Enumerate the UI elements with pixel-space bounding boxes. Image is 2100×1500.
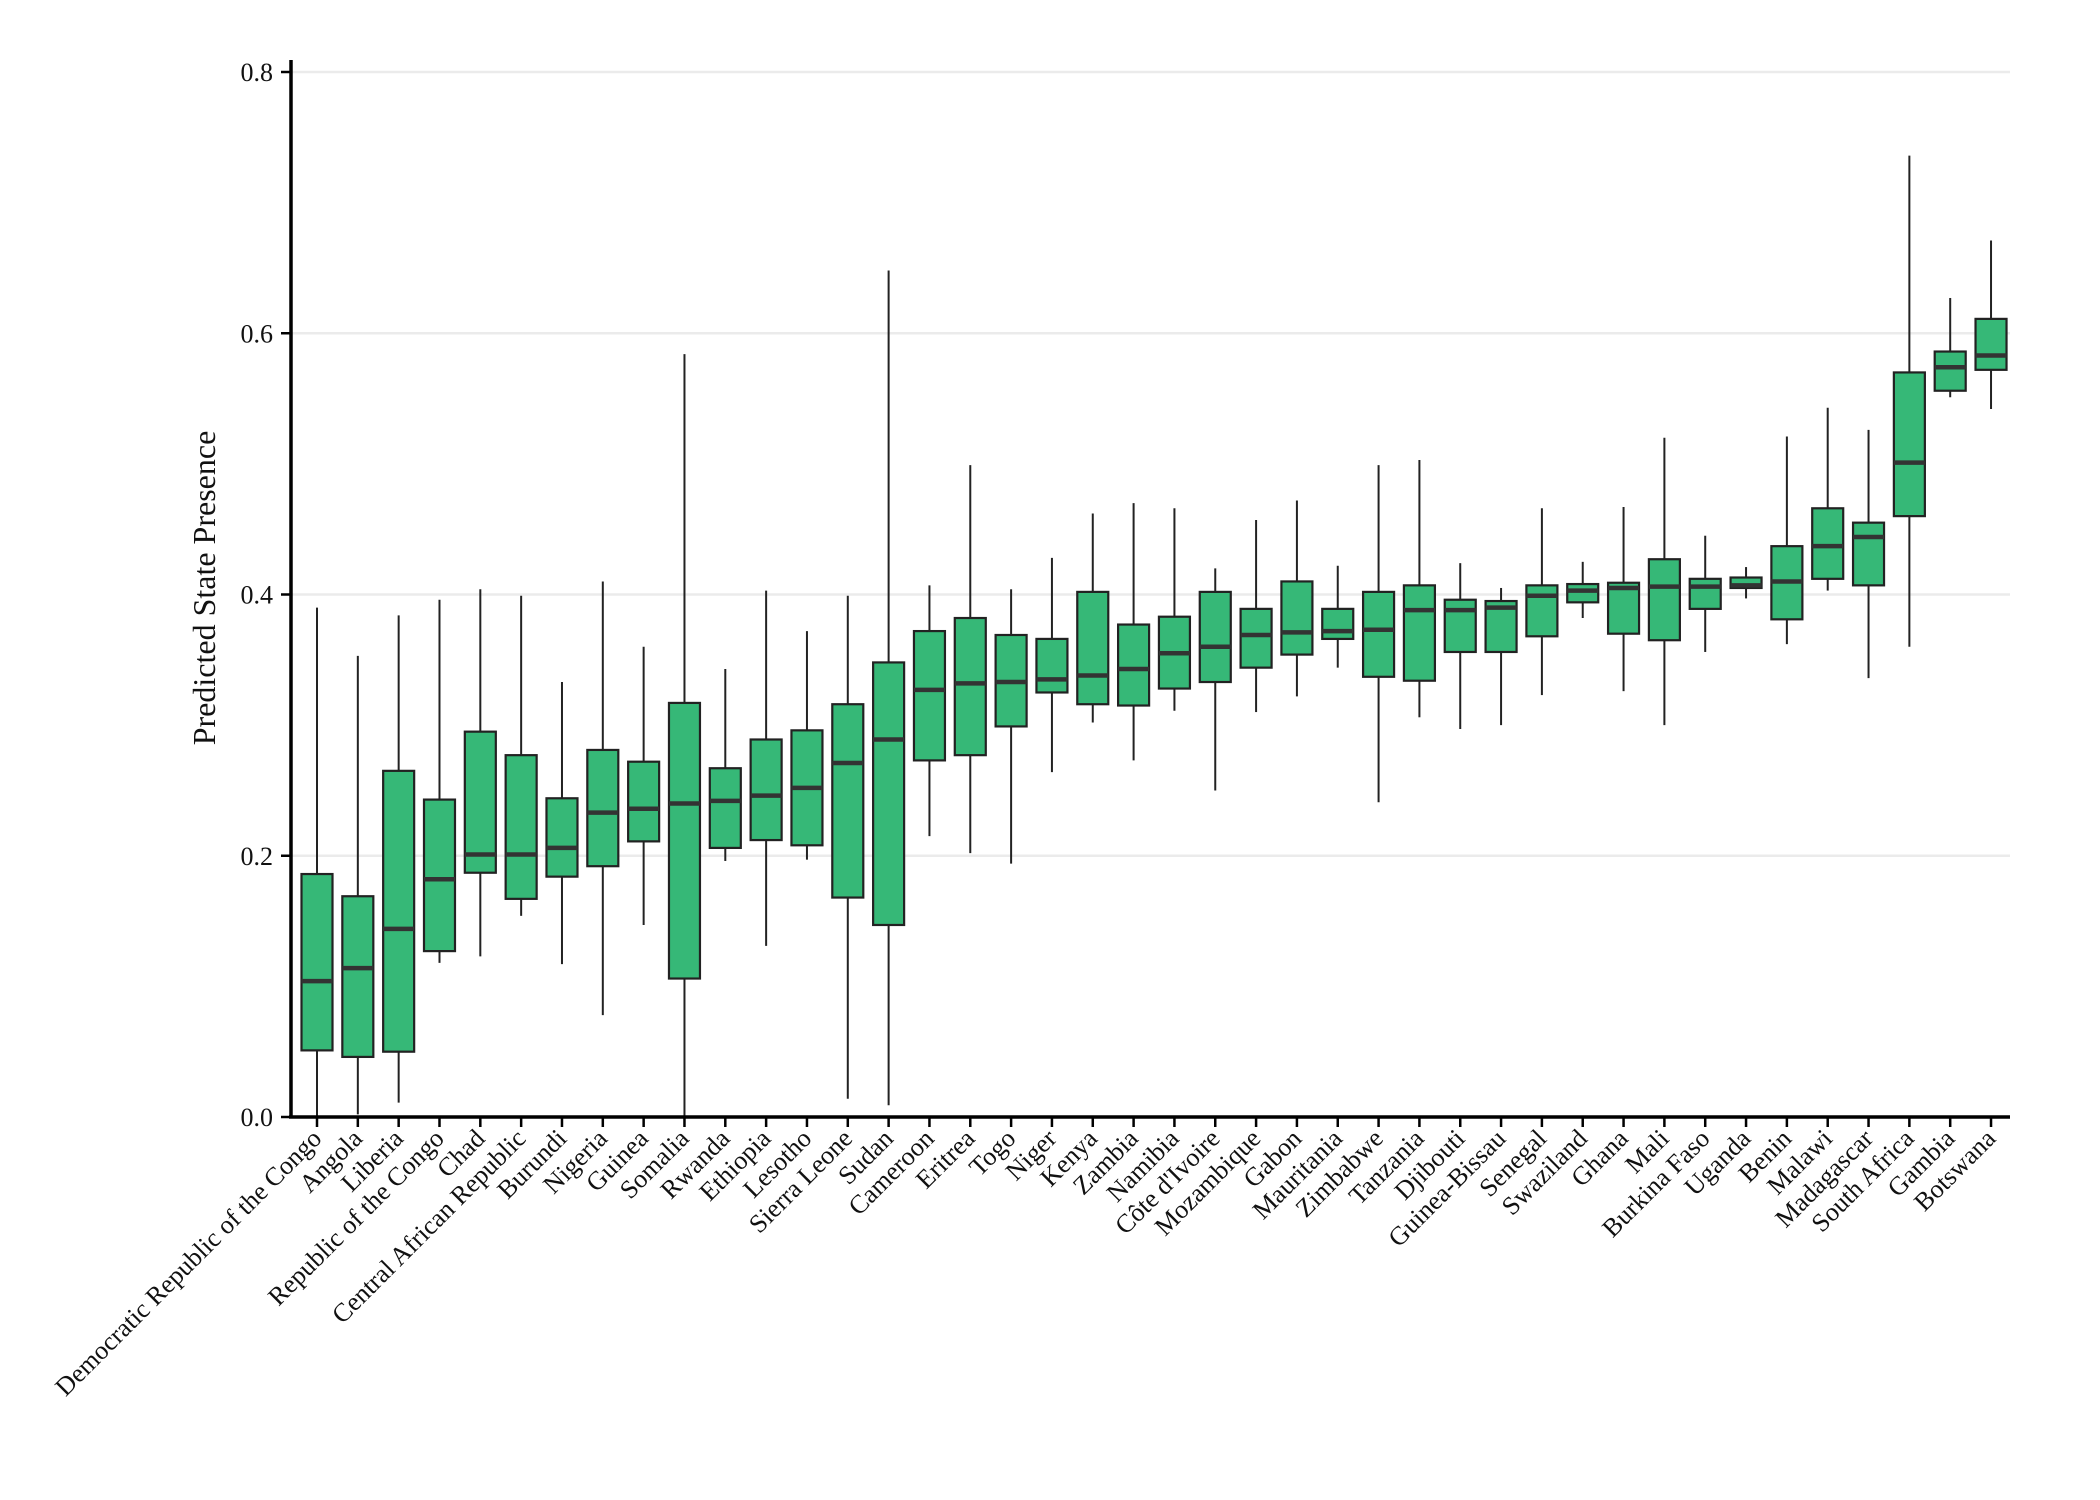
box bbox=[1566, 582, 1600, 604]
box bbox=[1035, 637, 1069, 694]
box-group bbox=[1443, 563, 1477, 730]
box-group bbox=[1116, 503, 1151, 761]
box-group bbox=[1198, 568, 1232, 791]
axes bbox=[289, 60, 2010, 1119]
box bbox=[1321, 607, 1355, 641]
box bbox=[382, 769, 416, 1053]
box-group bbox=[545, 682, 579, 965]
box bbox=[1076, 590, 1110, 706]
box-group bbox=[1933, 297, 1967, 398]
gridlines bbox=[292, 70, 2010, 857]
box-group bbox=[1525, 508, 1559, 696]
box-group bbox=[831, 595, 865, 1099]
box bbox=[1239, 607, 1273, 669]
box-group bbox=[1892, 155, 1926, 647]
box-group bbox=[1729, 567, 1763, 599]
box-group bbox=[341, 655, 375, 1115]
box-group bbox=[667, 354, 702, 1117]
box-group bbox=[1770, 436, 1804, 645]
y-tick-label: 0.4 bbox=[241, 581, 274, 610]
box-group bbox=[1688, 535, 1722, 652]
box-group bbox=[1035, 557, 1069, 773]
y-tick-label: 0.2 bbox=[241, 842, 274, 871]
box bbox=[1443, 598, 1477, 654]
box-group bbox=[1402, 459, 1437, 718]
box bbox=[749, 738, 783, 842]
boxes bbox=[300, 155, 2008, 1117]
box-group bbox=[1647, 437, 1681, 726]
box-group bbox=[586, 581, 620, 1016]
box bbox=[1688, 577, 1722, 610]
box-group bbox=[422, 599, 457, 963]
box bbox=[872, 661, 906, 927]
box-group bbox=[994, 589, 1028, 864]
y-axis-ticks: 0.0 0.2 0.4 0.6 0.8 bbox=[241, 58, 291, 1132]
box bbox=[953, 616, 987, 757]
box-group bbox=[1606, 506, 1641, 692]
box-group bbox=[1811, 407, 1845, 591]
box bbox=[504, 754, 538, 900]
box-group bbox=[1280, 500, 1314, 697]
box-group bbox=[1361, 465, 1396, 803]
box-group bbox=[1484, 587, 1518, 726]
box bbox=[1525, 584, 1559, 638]
box bbox=[463, 730, 497, 874]
y-axis-title: Predicted State Presence bbox=[186, 431, 222, 746]
box bbox=[422, 798, 457, 953]
y-tick-label: 0.0 bbox=[241, 1103, 274, 1132]
box-group bbox=[1974, 240, 2008, 410]
box-group bbox=[872, 270, 906, 1106]
box bbox=[1116, 623, 1151, 707]
box-group bbox=[1157, 508, 1192, 711]
box-group bbox=[953, 465, 987, 854]
box-group bbox=[1321, 565, 1355, 668]
box bbox=[1606, 581, 1641, 635]
box bbox=[708, 767, 742, 850]
box bbox=[1361, 590, 1396, 678]
box-group bbox=[1239, 520, 1273, 713]
box bbox=[300, 872, 334, 1052]
box bbox=[586, 748, 620, 868]
x-axis-ticks: Democratic Republic of the CongoAngolaLi… bbox=[49, 1117, 2002, 1402]
box bbox=[1892, 371, 1926, 518]
box-group bbox=[1076, 513, 1110, 723]
box-group bbox=[912, 585, 947, 837]
x-tick-label: Democratic Republic of the Congo bbox=[49, 1124, 327, 1402]
box bbox=[1974, 317, 2008, 371]
y-tick-label: 0.8 bbox=[241, 58, 274, 87]
box bbox=[1402, 584, 1437, 682]
box-group bbox=[382, 615, 416, 1103]
box bbox=[1811, 507, 1845, 580]
box-group bbox=[463, 589, 497, 957]
box-group bbox=[1566, 561, 1600, 619]
box bbox=[831, 703, 865, 899]
box bbox=[627, 760, 661, 843]
box bbox=[1280, 580, 1314, 656]
box bbox=[341, 895, 375, 1059]
box-group bbox=[504, 595, 538, 916]
box-group bbox=[1851, 429, 1886, 679]
box-group bbox=[749, 590, 783, 946]
box bbox=[1729, 576, 1763, 590]
box-group bbox=[300, 607, 334, 1117]
box-group bbox=[708, 668, 742, 861]
box bbox=[1647, 558, 1681, 642]
box bbox=[912, 629, 947, 762]
box-group bbox=[627, 646, 661, 925]
box bbox=[1198, 590, 1232, 684]
box-group bbox=[790, 631, 824, 860]
box bbox=[1851, 521, 1886, 587]
box bbox=[545, 797, 579, 878]
box bbox=[667, 701, 702, 980]
box bbox=[1933, 350, 1967, 392]
y-tick-label: 0.6 bbox=[241, 319, 274, 348]
